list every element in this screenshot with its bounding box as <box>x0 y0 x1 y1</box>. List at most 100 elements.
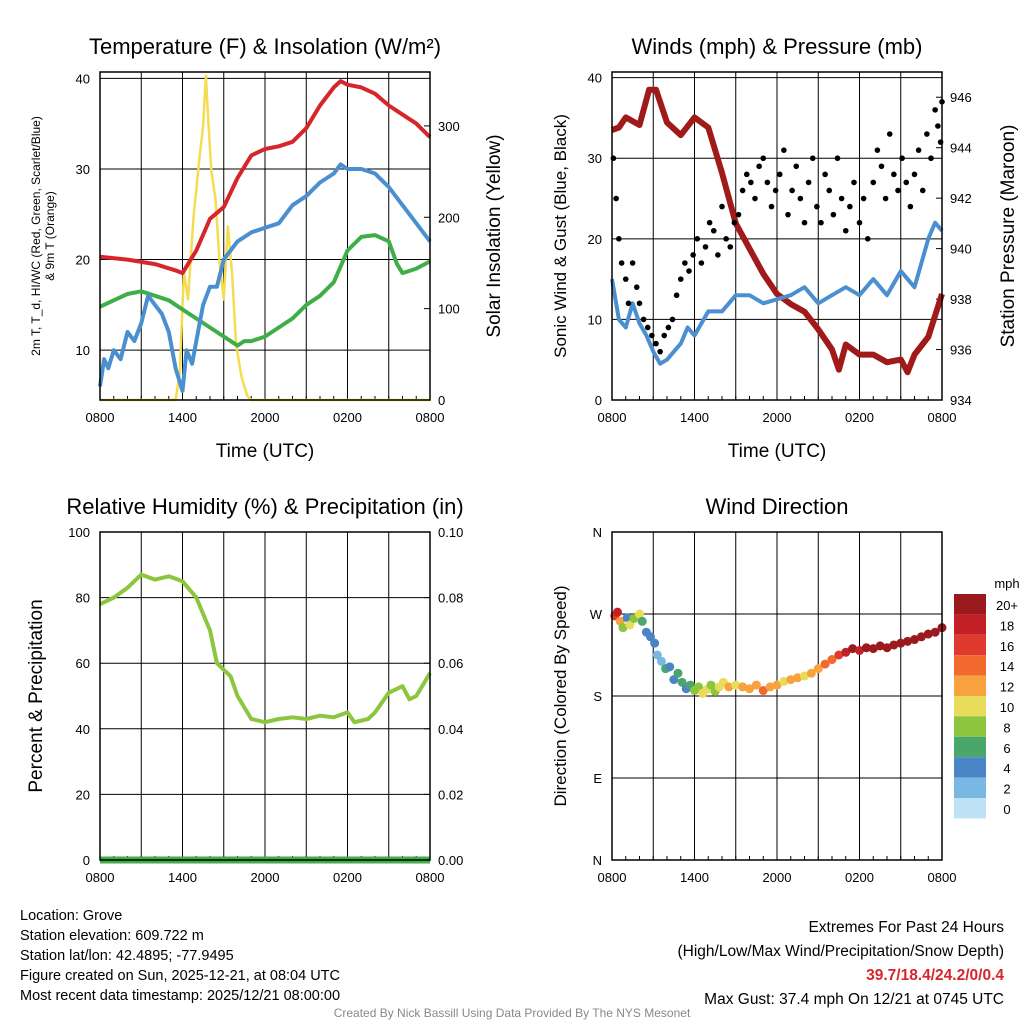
gust-point <box>698 260 705 266</box>
colorbar-title: mph <box>994 576 1019 591</box>
gust-point <box>669 316 676 323</box>
gust-point <box>805 179 812 186</box>
gust-point <box>706 219 713 226</box>
x-tick-label: 1400 <box>680 870 709 885</box>
gust-point <box>842 227 849 234</box>
y-tick-label: 0 <box>595 393 602 408</box>
y-axis-label: 2m T, T_d, HI/WC (Red, Green, Scarlet/Bl… <box>29 116 43 356</box>
wind-direction-point <box>916 632 926 642</box>
wind-direction-point <box>882 643 892 653</box>
y2-tick-label: 300 <box>438 119 460 134</box>
wind-direction-point <box>665 662 675 672</box>
wind-direction-point <box>793 673 803 683</box>
panel-2: 0 10 20 30 40 934 936 938 940 942 944 946 0800 1400 20… <box>551 34 1019 462</box>
gust-point <box>694 236 701 242</box>
y-tick-label: 60 <box>76 656 90 671</box>
colorbar-swatch <box>954 736 986 758</box>
gust-point <box>661 332 668 339</box>
wind-direction-point <box>841 647 851 657</box>
wind-direction-point <box>745 684 754 694</box>
gust-point <box>719 203 725 210</box>
gust-point <box>735 211 742 218</box>
plot-frame <box>99 531 431 861</box>
gust-point <box>657 348 663 355</box>
y2-tick-label: 944 <box>950 141 972 156</box>
y2-tick-label: 200 <box>438 210 460 225</box>
x-tick-label: 0800 <box>416 410 445 425</box>
y2-tick-label: 0.10 <box>438 525 463 540</box>
colorbar-swatch <box>954 798 986 819</box>
y-tick-label: N <box>593 853 602 868</box>
station-pressure-line <box>610 86 945 376</box>
gust-point <box>903 179 910 186</box>
y2-tick-label: 0.02 <box>438 787 463 802</box>
wind-direction-point <box>800 671 809 681</box>
gust-point <box>644 324 651 331</box>
gust-point <box>801 219 808 226</box>
wind-direction-point <box>618 623 628 633</box>
gust-point <box>633 284 640 290</box>
colorbar-swatch <box>954 594 986 615</box>
y-tick-label: S <box>593 689 602 704</box>
gust-point <box>919 187 926 194</box>
gust-point <box>622 276 629 282</box>
wind-direction-point <box>889 640 899 650</box>
gust-point <box>731 219 738 226</box>
plot-frame <box>611 531 943 861</box>
wind-direction-point <box>855 645 864 655</box>
gust-point <box>690 252 696 258</box>
y-tick-label: 10 <box>588 312 602 327</box>
gust-point <box>702 244 709 250</box>
gust-point <box>793 163 800 170</box>
wind-direction-point <box>765 682 775 692</box>
extremes-values: 39.7/18.4/24.2/0/0.4 <box>866 967 1004 984</box>
colorbar-swatch <box>954 634 986 656</box>
x-tick-label: 0800 <box>416 870 445 885</box>
gust-point <box>710 227 717 234</box>
gust-point <box>924 131 930 137</box>
recent-timestamp-text: Most recent data timestamp: 2025/12/21 0… <box>20 988 341 1004</box>
colorbar-label: 20+ <box>996 598 1018 613</box>
colorbar-label: 6 <box>1003 741 1010 756</box>
gust-point <box>748 179 754 186</box>
gust-point <box>860 195 867 202</box>
colorbar-label: 14 <box>1000 659 1014 674</box>
y-tick-label: 20 <box>76 253 90 268</box>
colorbar-swatch <box>954 675 986 696</box>
gust-point <box>899 155 905 162</box>
y-tick-label: 40 <box>76 71 90 86</box>
gust-point <box>727 244 734 250</box>
x-tick-label: 2000 <box>763 410 792 425</box>
gust-point <box>723 236 729 242</box>
y-tick-label: 20 <box>76 787 90 802</box>
colorbar-label: 8 <box>1003 720 1010 735</box>
wind-direction-point <box>650 638 660 648</box>
x-tick-label: 1400 <box>168 870 197 885</box>
y2-axis-label: Station Pressure (Maroon) <box>998 125 1019 348</box>
gust-point <box>764 179 771 186</box>
y-tick-label: E <box>593 771 602 786</box>
wind-direction-point <box>731 680 741 690</box>
colorbar-label: 18 <box>1000 618 1014 633</box>
gust-point <box>760 155 767 162</box>
station-info: Location: Grove Station elevation: 609.7… <box>20 906 340 1006</box>
wind-direction-point <box>834 650 844 660</box>
wind-direction-point <box>677 677 687 687</box>
x-tick-label: 2000 <box>763 870 792 885</box>
y-tick-label: 10 <box>76 343 90 358</box>
y2-tick-label: 940 <box>950 242 972 257</box>
gust-point <box>752 195 758 202</box>
gust-point <box>665 324 672 331</box>
gust-point <box>776 171 783 178</box>
wind-direction-point <box>875 641 885 651</box>
panel-4: N E S W N 0800 1400 2000 0200 0800 Wind Direction D… <box>551 494 1020 885</box>
extremes-subtitle: (High/Low/Max Wind/Precipitation/Snow De… <box>677 943 1005 960</box>
gust-point <box>915 147 922 153</box>
gust-point <box>856 219 863 226</box>
gust-point <box>649 332 655 339</box>
plot-frame <box>99 71 431 401</box>
y-axis-label: Sonic Wind & Gust (Blue, Black) <box>551 114 570 358</box>
y2-tick-label: 100 <box>438 302 460 317</box>
max-gust-text: Max Gust: 37.4 mph On 12/21 at 0745 UTC <box>704 991 1004 1008</box>
